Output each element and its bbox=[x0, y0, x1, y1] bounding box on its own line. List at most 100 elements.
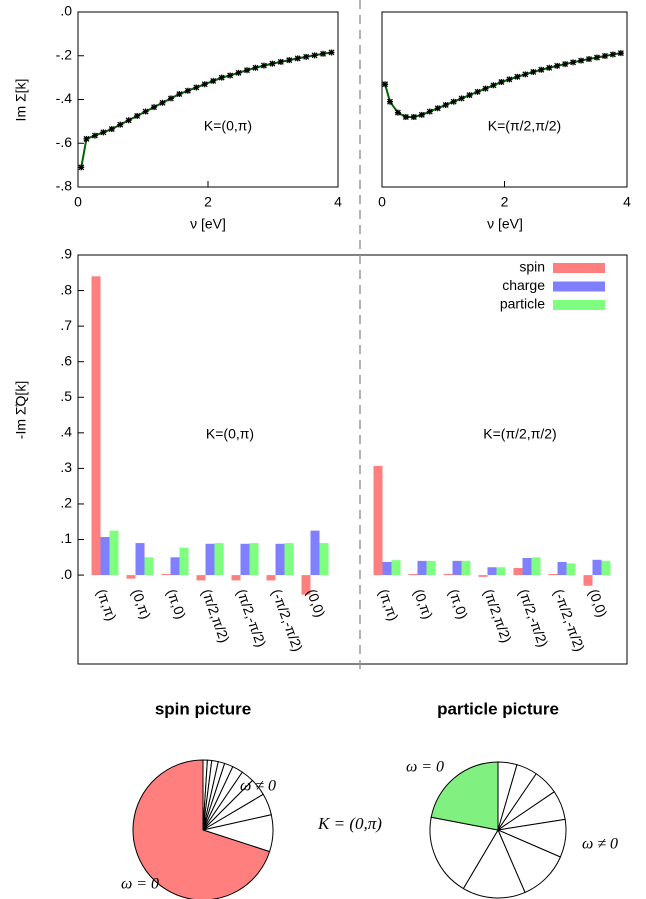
x-tick-label: 4 bbox=[623, 194, 631, 210]
bar bbox=[566, 563, 576, 576]
point bbox=[562, 61, 569, 68]
bar bbox=[373, 465, 383, 576]
annotation: K=(π/2,π/2) bbox=[488, 118, 561, 134]
y-tick-label: .1 bbox=[60, 530, 72, 546]
bar bbox=[601, 560, 611, 576]
bar bbox=[135, 543, 145, 576]
legend-label: spin bbox=[519, 259, 545, 275]
bar bbox=[144, 557, 154, 576]
pie-label: ω ≠ 0 bbox=[240, 778, 276, 795]
pie-title: spin picture bbox=[155, 699, 251, 718]
bar bbox=[284, 543, 294, 576]
bar bbox=[417, 560, 427, 576]
x-tick-label: (0,0) bbox=[586, 587, 611, 620]
point bbox=[218, 74, 225, 81]
y-tick-label: .0 bbox=[60, 566, 72, 582]
x-tick-label: 0 bbox=[378, 194, 386, 210]
x-tick-label: (π,0) bbox=[164, 587, 190, 621]
x-tick-label: (π,π) bbox=[94, 587, 120, 623]
point bbox=[490, 82, 497, 89]
point bbox=[382, 81, 389, 88]
point bbox=[538, 66, 545, 73]
bar bbox=[109, 530, 119, 576]
pie-slice bbox=[429, 816, 499, 890]
point bbox=[546, 64, 553, 71]
y-tick-label: .6 bbox=[60, 352, 72, 368]
annotation: K=(0,π) bbox=[206, 426, 254, 442]
bar bbox=[592, 559, 602, 576]
point bbox=[578, 57, 585, 64]
bar bbox=[408, 574, 418, 576]
point bbox=[83, 135, 90, 142]
bar bbox=[513, 567, 523, 576]
x-tick-label: (0,π) bbox=[411, 587, 437, 621]
legend-swatch bbox=[553, 281, 605, 292]
point bbox=[522, 71, 529, 78]
bar bbox=[214, 543, 224, 576]
point bbox=[617, 50, 624, 57]
point bbox=[601, 52, 608, 59]
point bbox=[151, 104, 158, 111]
bar bbox=[426, 560, 436, 576]
point bbox=[176, 91, 183, 98]
x-tick-label: (π,π) bbox=[376, 587, 402, 623]
y-tick-label: .3 bbox=[60, 459, 72, 475]
y-tick-label: -.8 bbox=[56, 178, 73, 194]
x-tick-label: (π/2,-π/2) bbox=[516, 587, 552, 649]
point bbox=[108, 126, 115, 133]
point bbox=[593, 54, 600, 61]
caption: K = (0,π) bbox=[317, 814, 382, 833]
point bbox=[426, 108, 433, 115]
x-axis-label: ν [eV] bbox=[190, 216, 226, 232]
point bbox=[609, 51, 616, 58]
bar bbox=[496, 567, 506, 576]
annotation: K=(π/2,π/2) bbox=[483, 426, 556, 442]
x-tick-label: 4 bbox=[334, 194, 342, 210]
y-tick-label: .0 bbox=[60, 3, 72, 19]
bar bbox=[382, 561, 392, 576]
point bbox=[466, 92, 473, 99]
x-tick-label: (-π/2,-π/2) bbox=[269, 587, 306, 654]
y-tick-label: .4 bbox=[60, 424, 72, 440]
point bbox=[227, 72, 234, 79]
point bbox=[530, 68, 537, 75]
legend-swatch bbox=[553, 300, 605, 310]
line bbox=[80, 51, 332, 168]
y-tick-label: .8 bbox=[60, 281, 72, 297]
pie-label: ω ≠ 0 bbox=[582, 836, 618, 853]
pie-slice bbox=[462, 828, 526, 899]
point bbox=[260, 62, 267, 69]
point bbox=[167, 95, 174, 102]
bar bbox=[531, 557, 541, 576]
point bbox=[482, 85, 489, 92]
bar bbox=[478, 575, 488, 577]
point bbox=[402, 114, 409, 120]
point bbox=[269, 60, 276, 67]
bar bbox=[443, 574, 453, 576]
bar bbox=[170, 557, 180, 576]
y-axis-label: -Im Σ̃Q[k] bbox=[13, 381, 29, 439]
bar bbox=[391, 560, 401, 576]
annotation: K=(0,π) bbox=[204, 118, 252, 134]
x-tick-label: (0,π) bbox=[129, 587, 155, 621]
point bbox=[394, 109, 401, 116]
pie-label: ω = 0 bbox=[121, 876, 159, 893]
point bbox=[117, 121, 124, 128]
point bbox=[210, 77, 217, 84]
bar bbox=[91, 276, 101, 576]
point bbox=[294, 55, 301, 62]
point bbox=[244, 67, 250, 74]
bar bbox=[240, 543, 250, 576]
bar bbox=[100, 537, 110, 576]
point bbox=[193, 84, 200, 91]
bar bbox=[196, 575, 206, 581]
point bbox=[514, 73, 521, 80]
point bbox=[78, 164, 85, 171]
bar bbox=[126, 575, 136, 579]
legend-swatch bbox=[553, 263, 605, 273]
point bbox=[142, 108, 149, 115]
point bbox=[159, 99, 166, 106]
point bbox=[410, 114, 417, 120]
x-tick-label: (-π/2,-π/2) bbox=[551, 587, 588, 654]
